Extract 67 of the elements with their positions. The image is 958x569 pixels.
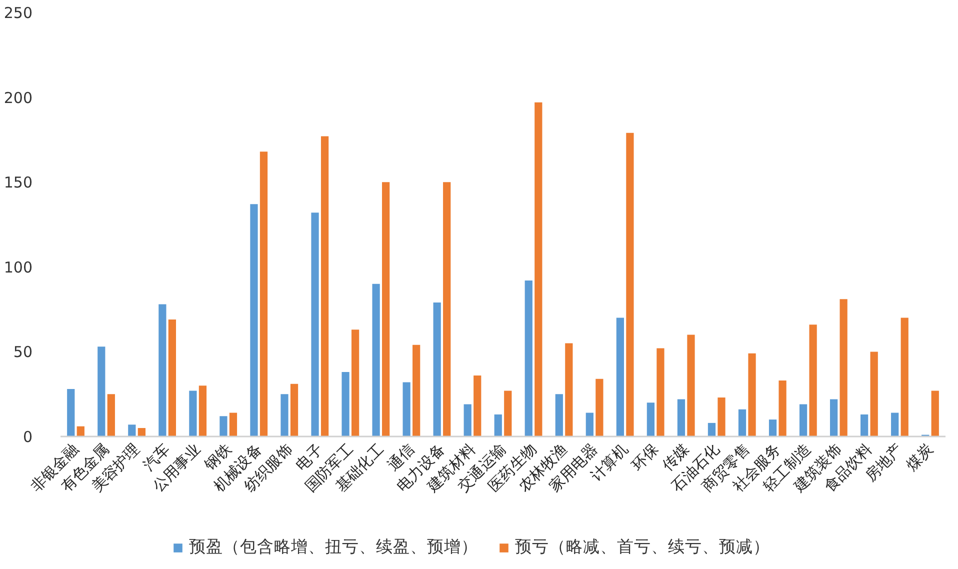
bar	[260, 152, 268, 436]
bar	[250, 204, 258, 436]
bar	[860, 414, 868, 436]
bar	[412, 344, 420, 436]
bar	[900, 318, 908, 436]
bar	[586, 412, 594, 436]
x-tick-label: 煤炭	[902, 440, 937, 474]
bar	[229, 412, 238, 436]
y-tick-label: 200	[4, 88, 33, 107]
x-tick-label: 环保	[628, 440, 662, 474]
bar	[504, 390, 512, 436]
bar	[402, 382, 410, 436]
bar	[382, 182, 390, 436]
bar	[768, 420, 777, 436]
bar	[718, 397, 726, 436]
bar	[626, 132, 634, 436]
legend-label: 预亏（略减、首亏、续亏、预减）	[515, 536, 770, 558]
y-tick-label: 150	[4, 174, 33, 192]
legend-label: 预盈（包含略增、扭亏、续盈、预增）	[189, 536, 478, 558]
bar	[830, 399, 838, 436]
bar	[524, 280, 532, 436]
bar	[677, 399, 686, 436]
bar	[474, 375, 482, 436]
bar	[76, 426, 84, 436]
bar	[67, 389, 75, 436]
bar	[320, 136, 329, 436]
bar	[596, 378, 604, 436]
bar	[494, 414, 502, 436]
bar	[311, 212, 319, 436]
bar	[870, 352, 878, 436]
bar	[168, 319, 176, 436]
bar	[616, 318, 624, 436]
bar	[891, 412, 899, 436]
y-tick-label: 50	[13, 343, 33, 362]
bar	[220, 416, 228, 436]
bar	[748, 353, 756, 436]
bar	[433, 302, 441, 436]
bar	[107, 394, 115, 436]
y-tick-label: 0	[22, 428, 33, 446]
bar	[189, 390, 197, 436]
bar	[351, 330, 360, 436]
bar	[778, 380, 786, 436]
bar	[565, 343, 573, 436]
bar	[708, 422, 716, 436]
bar	[656, 348, 664, 436]
bar	[534, 102, 542, 436]
bar	[128, 424, 136, 436]
bar	[372, 284, 380, 436]
y-tick-label: 100	[4, 258, 33, 276]
bar	[290, 384, 298, 436]
bar	[555, 394, 563, 436]
bar	[98, 346, 106, 436]
bar	[799, 404, 808, 436]
bar	[443, 182, 451, 436]
bar	[198, 386, 207, 436]
bar	[738, 409, 746, 436]
bar	[342, 372, 350, 436]
bar	[138, 428, 146, 436]
bar	[809, 324, 817, 436]
bar	[280, 394, 288, 436]
bar	[687, 334, 695, 436]
bar	[646, 402, 655, 436]
y-tick-label: 250	[4, 4, 33, 22]
bar	[464, 404, 472, 436]
bar	[931, 390, 939, 436]
bar	[840, 299, 848, 436]
bar	[158, 304, 166, 436]
